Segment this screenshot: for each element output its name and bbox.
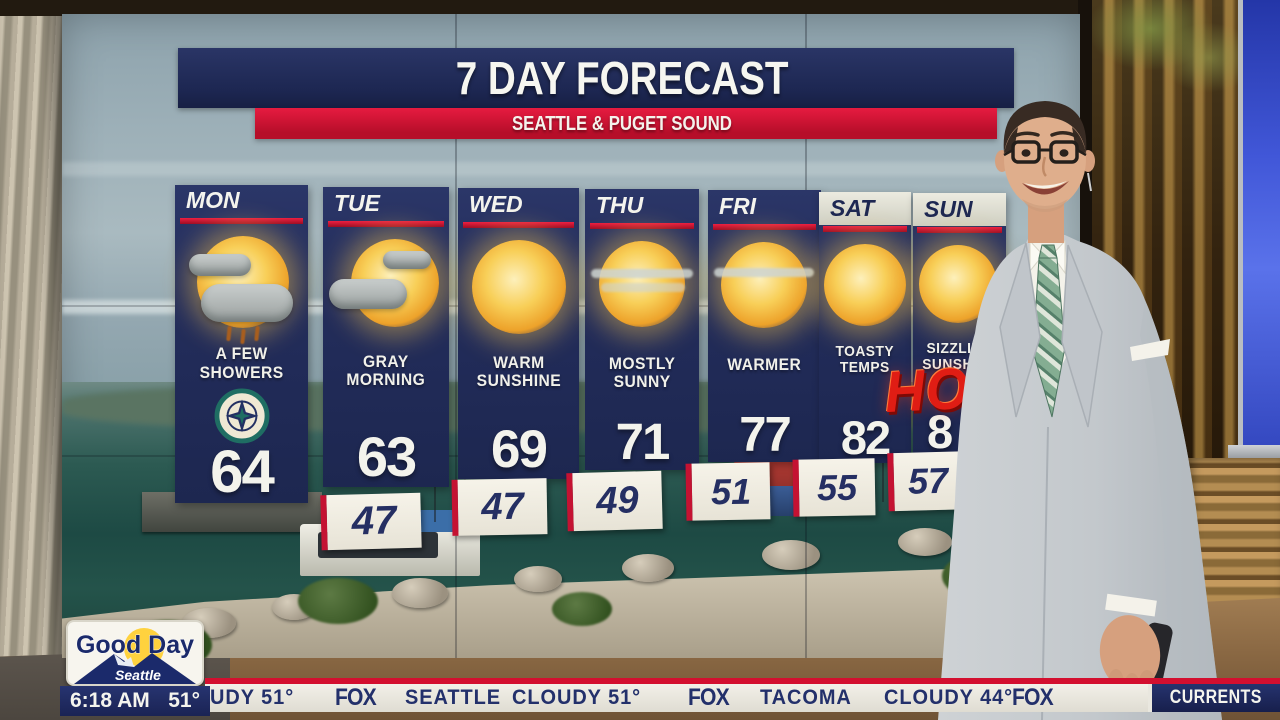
ticker-city: TACOMA	[760, 686, 852, 709]
red-divider	[462, 222, 575, 228]
sun-thin-clouds-icon	[585, 237, 699, 355]
low-temp-card: 47	[320, 492, 422, 551]
forecast-column-sat: SAT TOASTY TEMPS 82	[819, 192, 911, 463]
weather-video-wall: 7 DAY FORECAST SEATTLE & PUGET SOUND MON…	[62, 14, 1080, 658]
high-temp: 71	[615, 413, 671, 471]
forecast-column-wed: WED WARM SUNSHINE 69	[458, 188, 579, 479]
condition-label: A FEW SHOWERS	[199, 344, 284, 382]
forecast-column-mon: MON A FEW SHOWERS 64	[175, 185, 308, 503]
high-temp: 64	[210, 437, 275, 505]
red-divider	[589, 223, 695, 229]
sunny-icon	[458, 236, 579, 354]
time-temp-bar: 6:18 AM 51°	[60, 686, 210, 716]
bush	[552, 592, 612, 626]
day-label: MON	[186, 187, 240, 214]
ticker-strip: UDY 51° FOX SEATTLE CLOUDY 51° FOX TACOM…	[205, 684, 1280, 712]
fox-logo: FOX	[688, 684, 730, 711]
bush	[298, 578, 378, 624]
day-label: THU	[596, 192, 644, 218]
rock	[392, 578, 448, 608]
forecast-subtitle: SEATTLE & PUGET SOUND	[512, 113, 732, 135]
ticker-conditions: CLOUDY 44°	[884, 686, 1014, 709]
weather-presenter	[938, 101, 1222, 720]
sunny-icon	[819, 240, 911, 344]
day-label: SUN	[913, 193, 1006, 226]
condition-label: TOASTY TEMPS	[835, 343, 895, 377]
condition-label: MOSTLY SUNNY	[608, 354, 676, 392]
forecast-header-bar	[178, 48, 1014, 108]
good-day-seattle-logo: Good Day Seattle	[66, 620, 204, 686]
sun-clouds-icon	[323, 235, 449, 353]
forecast-column-tue: TUE GRAY MORNING 63	[323, 187, 449, 487]
logo-line2: Seattle	[115, 667, 161, 683]
red-divider	[712, 224, 817, 230]
day-label: SAT	[819, 192, 911, 225]
sun-thin-clouds-icon	[708, 238, 821, 356]
red-divider	[822, 226, 908, 232]
high-temp: 8	[927, 404, 953, 458]
current-temp: 51°	[168, 689, 200, 712]
studio-monitor-ledge	[1228, 445, 1280, 461]
forecast-column-fri: FRI WARMER 77	[708, 190, 821, 462]
low-temp-card: 49	[566, 470, 663, 532]
weather-ticker: UDY 51° FOX SEATTLE CLOUDY 51° FOX TACOM…	[205, 678, 1280, 712]
red-divider	[916, 227, 1003, 233]
fox-logo: FOX	[1012, 684, 1054, 711]
clock-time: 6:18 AM	[70, 689, 150, 712]
red-divider	[180, 217, 303, 224]
red-divider	[328, 221, 444, 227]
logo-line1: Good Day	[76, 631, 194, 659]
low-temp-card: 47	[451, 478, 548, 536]
day-label: WED	[469, 191, 523, 217]
ticker-conditions: CLOUDY 51°	[512, 686, 642, 709]
condition-label: GRAY MORNING	[346, 352, 426, 390]
high-temp: 82	[840, 410, 891, 464]
forecast-subheader-bar	[255, 108, 997, 139]
day-label: FRI	[719, 193, 757, 219]
high-temp: 63	[356, 425, 417, 489]
condition-label: WARMER	[727, 355, 802, 374]
fox-logo: FOX	[335, 684, 377, 711]
condition-label: WARM SUNSHINE	[476, 353, 561, 391]
low-temp-card: 51	[685, 462, 771, 521]
low-temp-card: 55	[792, 458, 876, 517]
high-temp: 69	[491, 420, 548, 480]
seattle-mariners-logo	[214, 388, 269, 444]
ticker-city: SEATTLE	[405, 686, 502, 709]
sun-rain-clouds-icon	[175, 232, 308, 346]
studio-ceiling-frame	[0, 0, 1090, 16]
forecast-title: 7 DAY FORECAST	[455, 52, 789, 104]
forecast-column-thu: THU MOSTLY SUNNY 71	[585, 189, 699, 470]
ticker-red-stripe	[205, 678, 1280, 684]
studio-blue-monitor	[1238, 0, 1280, 448]
rock	[898, 528, 952, 556]
ticker-item-partial: UDY 51°	[210, 686, 295, 709]
high-temp: 77	[739, 407, 791, 462]
studio-wavy-wall	[0, 0, 62, 720]
day-label: TUE	[334, 190, 380, 216]
rock	[762, 540, 820, 570]
rock	[514, 566, 562, 592]
wall-seam	[455, 14, 457, 658]
rock	[622, 554, 674, 582]
sky-cloud-streak	[62, 162, 1080, 176]
currents-badge: CURRENTS	[1148, 684, 1280, 712]
